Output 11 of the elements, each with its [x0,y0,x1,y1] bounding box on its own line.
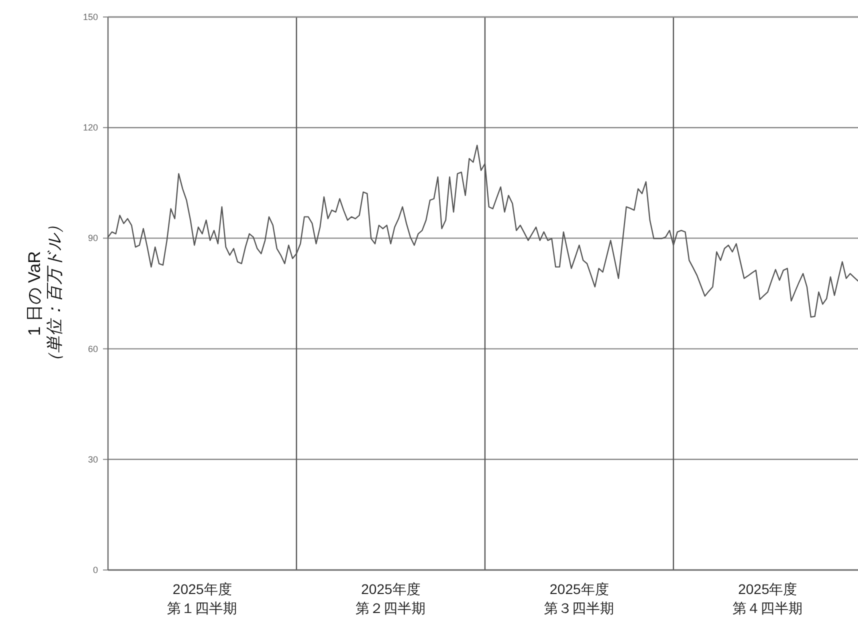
y-tick-label: 90 [88,233,98,244]
y-tick-label: 150 [82,12,98,22]
y-axis-title: 1 日の VaR （単位：百万ドル） [25,217,64,370]
y-tick-label: 30 [88,454,98,464]
x-tick-label: 2025年度第４四半期 [732,581,803,616]
x-tick-label: 2025年度第１四半期 [167,581,238,616]
y-tick-label: 0 [92,565,98,575]
x-tick-label: 2025年度第２四半期 [356,581,426,616]
y-tick-label: 60 [88,344,98,354]
y-tick-label: 120 [82,122,98,133]
x-tick-label: 2025年度第３四半期 [544,581,614,616]
